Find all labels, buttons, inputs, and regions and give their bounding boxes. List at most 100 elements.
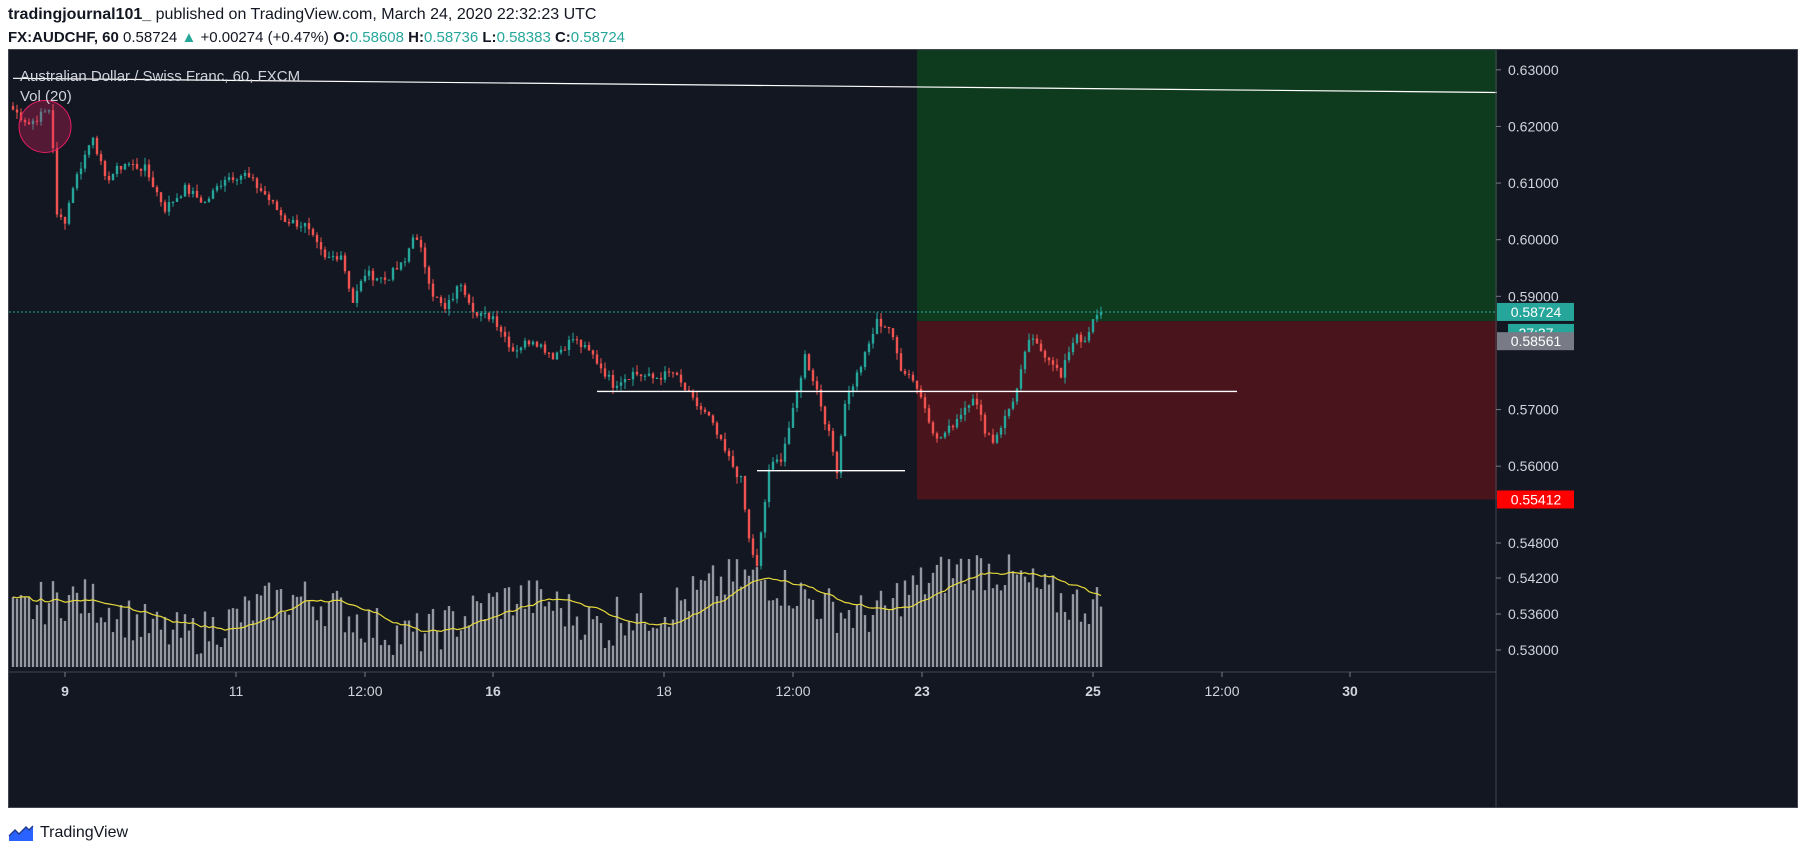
volume-bar xyxy=(195,654,199,667)
volume-bar xyxy=(707,573,711,667)
volume-bar xyxy=(455,636,459,667)
volume-bar xyxy=(507,587,511,667)
volume-bar xyxy=(739,586,743,667)
candle-body xyxy=(631,371,635,380)
candle-body xyxy=(923,397,927,409)
candle-body xyxy=(571,339,575,341)
volume-bar xyxy=(143,603,147,667)
volume-bar xyxy=(775,598,779,667)
volume-bar xyxy=(663,617,667,667)
volume-bar xyxy=(903,580,907,667)
volume-bar xyxy=(971,590,975,667)
volume-bar xyxy=(359,638,363,667)
volume-bar xyxy=(95,622,99,667)
volume-bar xyxy=(387,645,391,667)
candle-body xyxy=(527,340,531,345)
candle-body xyxy=(127,163,131,165)
volume-bar xyxy=(679,600,683,667)
volume-bar xyxy=(847,610,851,667)
candle-body xyxy=(831,430,835,452)
volume-bar xyxy=(55,592,59,667)
candle-body xyxy=(1003,415,1007,429)
volume-bar xyxy=(235,608,239,667)
candle-body xyxy=(519,347,523,351)
candle-body xyxy=(839,436,843,474)
volume-bar xyxy=(1007,554,1011,667)
volume-bar xyxy=(947,559,951,667)
candle-body xyxy=(375,278,379,281)
candle-body xyxy=(15,109,19,113)
candle-body xyxy=(131,163,135,165)
volume-bar xyxy=(51,581,55,667)
volume-bar xyxy=(311,606,315,667)
candle-body xyxy=(1007,408,1011,416)
candle-body xyxy=(187,184,191,194)
candle-body xyxy=(383,277,387,280)
volume-bar xyxy=(423,633,427,667)
candle-body xyxy=(731,456,735,467)
volume-bar xyxy=(603,648,607,667)
volume-bar xyxy=(659,623,663,667)
candle-body xyxy=(879,318,883,327)
candle-body xyxy=(987,433,991,435)
candle-body xyxy=(991,434,995,443)
candle-body xyxy=(939,437,943,439)
volume-bar xyxy=(63,620,67,667)
candle-body xyxy=(431,283,435,297)
volume-bar xyxy=(727,559,731,667)
volume-bar xyxy=(967,559,971,667)
candle-body xyxy=(1023,351,1027,370)
candle-body xyxy=(743,476,747,510)
time-tick-label: 23 xyxy=(914,683,930,699)
candle-body xyxy=(147,164,151,178)
volume-bar xyxy=(811,599,815,667)
volume-bar xyxy=(147,633,151,667)
candle-body xyxy=(151,177,155,188)
candle-body xyxy=(231,177,235,180)
candle-body xyxy=(423,247,427,268)
candle-body xyxy=(139,168,143,171)
target-zone xyxy=(917,50,1497,322)
volume-bar xyxy=(335,590,339,667)
volume-bar xyxy=(487,593,491,667)
candle-body xyxy=(1099,312,1103,316)
legend-title: Australian Dollar / Swiss Franc, 60, FXC… xyxy=(20,68,301,85)
price-chart[interactable]: 0.63000 0.62000 0.61000 0.60000 0.59000 0.570… xyxy=(9,50,1797,807)
volume-bar xyxy=(1055,612,1059,667)
volume-bar xyxy=(627,621,631,667)
price-badge-label: 0.55412 xyxy=(1511,491,1562,507)
candle-body xyxy=(727,450,731,457)
volume-bar xyxy=(379,645,383,667)
volume-bar xyxy=(719,576,723,667)
candle-body xyxy=(99,154,103,162)
candle-body xyxy=(927,408,931,423)
candle-body xyxy=(191,190,195,194)
candle-body xyxy=(1063,360,1067,378)
volume-bar xyxy=(411,631,415,667)
volume-bar xyxy=(715,596,719,667)
candle-body xyxy=(291,219,295,224)
volume-bar xyxy=(159,629,163,667)
volume-bar xyxy=(499,619,503,667)
candle-body xyxy=(39,111,43,122)
candle-body xyxy=(859,366,863,373)
candle-body xyxy=(591,350,595,355)
footer-brand[interactable]: TradingView xyxy=(40,824,129,841)
candle-body xyxy=(539,344,543,347)
volume-bar xyxy=(623,635,627,667)
price-badge-entry xyxy=(1497,332,1574,351)
volume-bar xyxy=(875,600,879,667)
candle-body xyxy=(255,178,259,189)
candle-body xyxy=(887,326,891,329)
chart-pane[interactable]: 0.63000 0.62000 0.61000 0.60000 0.59000 0.570… xyxy=(8,49,1798,808)
tradingview-logo-icon[interactable] xyxy=(8,824,34,842)
volume-bar xyxy=(979,558,983,667)
up-arrow-icon: ▲ xyxy=(181,29,197,46)
footer: TradingView xyxy=(8,820,128,846)
volume-bar xyxy=(987,563,991,667)
volume-bar xyxy=(43,624,47,667)
candle-body xyxy=(587,345,591,351)
candle-body xyxy=(371,270,375,281)
candle-body xyxy=(1019,369,1023,389)
author-name[interactable]: tradingjournal101_ xyxy=(8,6,152,23)
